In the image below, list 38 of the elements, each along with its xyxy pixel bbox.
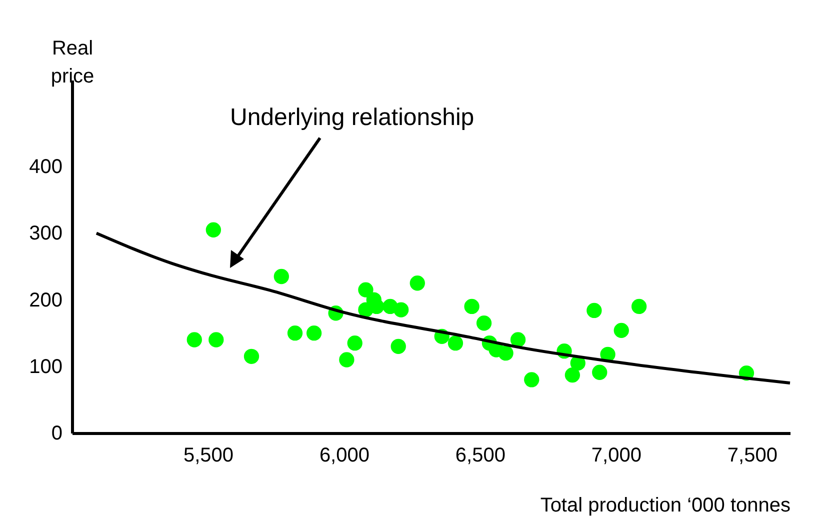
- line-series: [94, 232, 792, 385]
- point: [186, 332, 202, 348]
- point: [592, 364, 608, 380]
- x-axis-title: Total production ‘000 tonnes: [540, 494, 790, 516]
- y-tick-label: 100: [29, 356, 62, 378]
- point: [476, 316, 492, 331]
- annotation: Underlying relationship: [230, 104, 474, 131]
- point: [206, 222, 222, 238]
- point: [524, 372, 540, 388]
- point: [586, 302, 602, 318]
- y-tick-label: 200: [29, 289, 62, 312]
- point: [448, 336, 464, 351]
- point: [274, 268, 289, 284]
- x-tick-label: 6,500: [455, 444, 506, 466]
- point: [244, 348, 260, 364]
- point: [510, 332, 526, 348]
- x-tick-label: 7,000: [591, 444, 642, 466]
- y-tick-label: 300: [29, 222, 62, 245]
- x-tick-label: 6,000: [319, 444, 370, 466]
- x-tick-label: 7,500: [727, 444, 778, 466]
- point: [614, 322, 629, 338]
- point: [394, 302, 409, 318]
- point: [347, 336, 362, 351]
- y-tick-label: 400: [29, 156, 62, 178]
- point: [464, 298, 480, 314]
- point: [410, 276, 425, 291]
- point: [631, 298, 647, 314]
- point: [339, 352, 354, 368]
- point: [358, 282, 374, 298]
- point: [287, 326, 303, 341]
- point: [390, 338, 406, 354]
- point: [208, 332, 224, 348]
- y-axis-title: Real price: [50, 38, 94, 88]
- x-tick-label: 5,500: [183, 444, 234, 466]
- point: [564, 367, 580, 383]
- y-tick-label: 0: [51, 422, 62, 444]
- point: [498, 346, 514, 361]
- point: [306, 326, 322, 341]
